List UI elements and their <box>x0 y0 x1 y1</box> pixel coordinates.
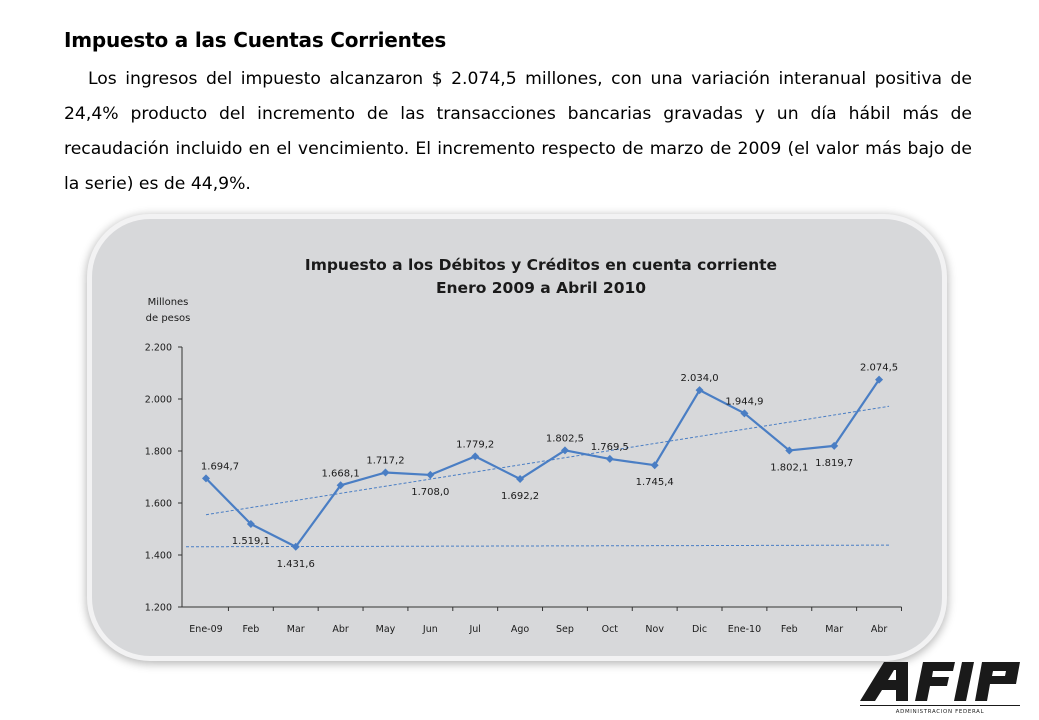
data-point-marker <box>875 375 884 384</box>
data-label: 2.074,5 <box>860 363 898 374</box>
data-point-marker <box>426 470 435 479</box>
data-point-marker <box>246 520 255 529</box>
x-tick-label: Ene-10 <box>728 624 761 635</box>
series-line <box>205 379 880 548</box>
data-point-marker <box>830 441 839 450</box>
chart-subtitle: Enero 2009 a Abril 2010 <box>436 279 646 297</box>
x-tick-label: Ago <box>511 624 530 635</box>
x-tick-label: Ene-09 <box>189 624 222 635</box>
y-tick-label: 1.400 <box>145 551 172 562</box>
chart-panel: Impuesto a los Débitos y Créditos en cue… <box>92 219 942 656</box>
data-label: 1.694,7 <box>201 461 239 472</box>
data-point-marker <box>695 386 704 395</box>
data-label: 1.802,1 <box>770 462 808 473</box>
logo-caption: ADMINISTRACION FEDERAL <box>896 709 985 715</box>
data-label: 1.668,1 <box>322 468 360 479</box>
trendline <box>185 544 890 548</box>
section-heading: Impuesto a las Cuentas Corrientes <box>64 28 447 52</box>
data-point-marker <box>381 468 390 477</box>
chart-title: Impuesto a los Débitos y Créditos en cue… <box>305 256 777 274</box>
data-label: 1.745,4 <box>636 477 674 488</box>
x-tick-label: Feb <box>242 624 259 635</box>
data-label: 1.431,6 <box>277 559 315 570</box>
afip-logo: ADMINISTRACION FEDERAL <box>860 662 1020 715</box>
data-label: 1.519,1 <box>232 536 270 547</box>
data-point-marker <box>605 454 614 463</box>
data-point-marker <box>336 481 345 490</box>
x-tick-label: Mar <box>287 624 305 635</box>
data-label: 2.034,0 <box>680 373 718 384</box>
data-point-marker <box>785 446 794 455</box>
x-tick-label: Sep <box>556 624 574 635</box>
data-label: 1.944,9 <box>725 396 763 407</box>
x-tick-label: Nov <box>645 624 664 635</box>
x-tick-label: Oct <box>602 624 619 635</box>
y-tick-label: 2.000 <box>145 395 172 406</box>
data-point-marker <box>291 542 300 551</box>
data-label: 1.802,5 <box>546 433 584 444</box>
x-tick-label: Feb <box>781 624 798 635</box>
data-label: 1.819,7 <box>815 458 853 469</box>
y-tick-label: 1.800 <box>145 447 172 458</box>
line-chart: Impuesto a los Débitos y Créditos en cue… <box>145 256 902 635</box>
data-label: 1.692,2 <box>501 491 539 502</box>
y-axis-label-line1: Millones <box>148 297 189 308</box>
x-tick-label: May <box>376 624 396 635</box>
y-tick-label: 1.600 <box>145 499 172 510</box>
data-point-marker <box>202 474 210 483</box>
body-paragraph: Los ingresos del impuesto alcanzaron $ 2… <box>64 69 972 194</box>
y-tick-label: 1.200 <box>145 603 172 614</box>
data-point-marker <box>740 409 749 418</box>
data-point-marker <box>516 475 525 484</box>
y-axis-label-line2: de pesos <box>146 313 191 324</box>
x-tick-label: Mar <box>825 624 843 635</box>
y-tick-label: 2.200 <box>145 343 172 354</box>
data-label: 1.769,5 <box>591 442 629 453</box>
x-tick-label: Abr <box>871 624 888 635</box>
data-label: 1.708,0 <box>411 487 449 498</box>
x-tick-label: Dic <box>692 624 707 635</box>
data-point-marker <box>560 446 569 455</box>
x-tick-label: Jun <box>422 624 438 635</box>
data-label: 1.717,2 <box>366 456 404 467</box>
data-point-marker <box>650 461 659 470</box>
x-tick-label: Jul <box>468 624 480 635</box>
data-point-marker <box>471 452 480 461</box>
x-tick-label: Abr <box>332 624 349 635</box>
data-label: 1.779,2 <box>456 439 494 450</box>
